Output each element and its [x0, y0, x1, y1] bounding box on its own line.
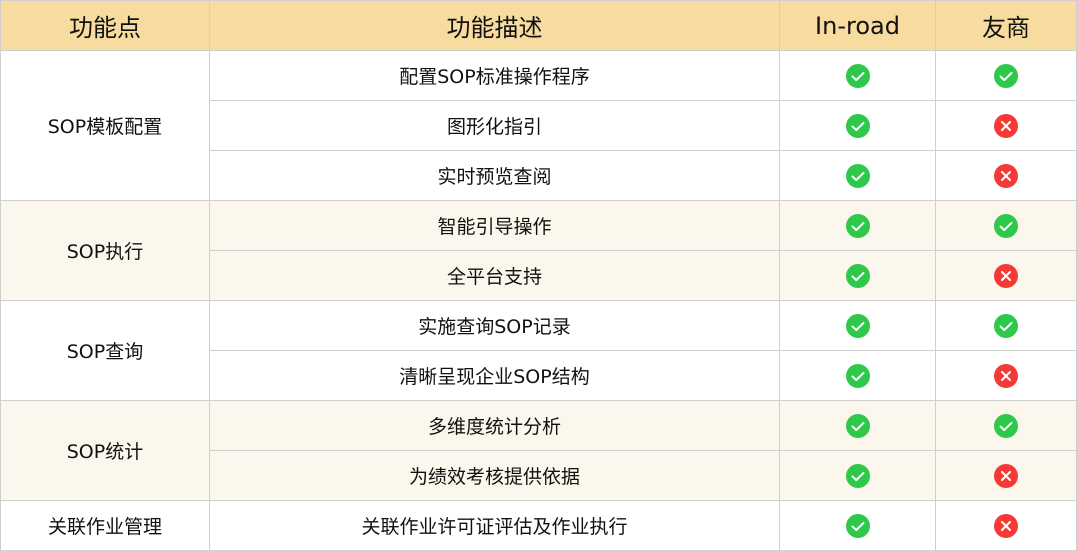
inroad-cell: [779, 450, 936, 501]
check-icon: [994, 63, 1018, 88]
feature-cell: SOP统计: [0, 400, 210, 501]
header-description: 功能描述: [209, 0, 780, 51]
competitor-cell: [935, 500, 1077, 551]
description-cell: 实时预览查阅: [209, 150, 780, 201]
check-icon: [845, 163, 870, 188]
header-inroad: In-road: [779, 0, 936, 51]
header-feature: 功能点: [0, 0, 210, 51]
description-cell: 图形化指引: [209, 100, 780, 151]
feature-cell: SOP模板配置: [0, 50, 210, 201]
cross-icon: [994, 113, 1018, 138]
feature-cell: 关联作业管理: [0, 500, 210, 551]
inroad-cell: [779, 400, 936, 451]
table-row: SOP模板配置 配置SOP标准操作程序: [0, 50, 1077, 201]
description-cell: 智能引导操作: [209, 200, 780, 251]
inroad-cell: [779, 300, 936, 351]
description-cell: 清晰呈现企业SOP结构: [209, 350, 780, 401]
table-row: 关联作业管理 关联作业许可证评估及作业执行: [0, 500, 1077, 551]
check-icon: [845, 363, 870, 388]
competitor-cell: [935, 250, 1077, 301]
inroad-cell: [779, 500, 936, 551]
cross-icon: [994, 263, 1018, 288]
check-icon: [845, 463, 870, 488]
competitor-cell: [935, 300, 1077, 351]
check-icon: [994, 413, 1018, 438]
description-cell: 实施查询SOP记录: [209, 300, 780, 351]
inroad-cell: [779, 200, 936, 251]
table-row: 清晰呈现企业SOP结构: [1, 350, 1077, 401]
check-icon: [845, 113, 870, 138]
table-row: SOP执行 智能引导操作: [0, 200, 1077, 301]
check-icon: [845, 213, 870, 238]
competitor-cell: [935, 400, 1077, 451]
description-cell: 全平台支持: [209, 250, 780, 301]
inroad-cell: [779, 150, 936, 201]
inroad-cell: [779, 50, 936, 101]
check-icon: [845, 263, 870, 288]
header-competitor: 友商: [935, 0, 1077, 51]
description-cell: 为绩效考核提供依据: [209, 450, 780, 501]
check-icon: [845, 413, 870, 438]
check-icon: [845, 313, 870, 338]
competitor-cell: [935, 100, 1077, 151]
table-row: SOP统计 多维度统计分析: [0, 400, 1077, 501]
check-icon: [994, 213, 1018, 238]
table-row: 为绩效考核提供依据: [1, 450, 1077, 501]
competitor-cell: [935, 50, 1077, 101]
cross-icon: [994, 163, 1018, 188]
description-cell: 多维度统计分析: [209, 400, 780, 451]
check-icon: [845, 513, 870, 538]
table-row: 图形化指引: [1, 100, 1077, 151]
competitor-cell: [935, 150, 1077, 201]
description-cell: 配置SOP标准操作程序: [209, 50, 780, 101]
competitor-cell: [935, 350, 1077, 401]
table-row: SOP查询 实施查询SOP记录: [0, 300, 1077, 401]
cross-icon: [994, 513, 1018, 538]
cross-icon: [994, 363, 1018, 388]
inroad-cell: [779, 250, 936, 301]
description-cell: 关联作业许可证评估及作业执行: [209, 500, 780, 551]
competitor-cell: [935, 200, 1077, 251]
cross-icon: [994, 463, 1018, 488]
inroad-cell: [779, 100, 936, 151]
competitor-cell: [935, 450, 1077, 501]
header-row: 功能点 功能描述 In-road 友商: [0, 0, 1077, 51]
inroad-cell: [779, 350, 936, 401]
feature-cell: SOP查询: [0, 300, 210, 401]
feature-cell: SOP执行: [0, 200, 210, 301]
check-icon: [994, 313, 1018, 338]
check-icon: [845, 63, 870, 88]
